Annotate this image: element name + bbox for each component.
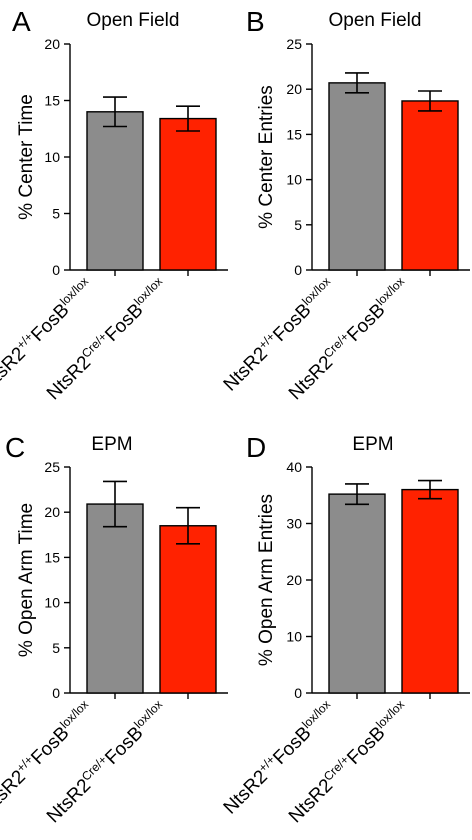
chart-title: Open Field	[87, 10, 180, 31]
y-tick-label: 5	[294, 217, 302, 233]
bar	[328, 493, 386, 694]
y-tick-label: 30	[286, 516, 302, 532]
x-tick-label-superscript: lox/lox	[299, 697, 333, 731]
panel-c: C EPM% Open Arm Time0510152025NtsR2+/+Fos…	[0, 432, 228, 827]
y-tick-label: 10	[44, 595, 60, 611]
y-axis-label: % Open Arm Time	[16, 503, 37, 657]
panel-letter: A	[12, 6, 31, 37]
panel-a: A Open Field% Center Time05101520NtsR2+/+…	[0, 6, 228, 404]
bar	[401, 488, 459, 694]
y-tick-label: 0	[294, 262, 302, 278]
panel-d: D EPM% Open Arm Entries010203040NtsR2+/+F…	[220, 432, 470, 827]
x-tick-label-superscript: lox/lox	[373, 274, 407, 308]
x-tick-label-superscript: lox/lox	[373, 697, 407, 731]
y-axis-label: % Center Entries	[256, 85, 277, 229]
y-axis-label: % Open Arm Entries	[256, 494, 277, 666]
y-tick-label: 5	[52, 640, 60, 656]
x-tick-label-superscript: lox/lox	[299, 274, 333, 308]
x-tick-label-superscript: lox/lox	[131, 274, 165, 308]
x-tick-label-part: NtsR2	[0, 343, 30, 395]
chart-title: EPM	[352, 434, 393, 455]
y-tick-label: 10	[44, 149, 60, 165]
bar	[86, 503, 144, 694]
y-tick-label: 20	[44, 504, 60, 520]
panel-letter: D	[246, 432, 266, 463]
panel-letter: C	[5, 432, 25, 463]
bar	[159, 117, 217, 271]
y-tick-label: 25	[286, 36, 302, 52]
y-tick-label: 25	[44, 459, 60, 475]
chart-title: Open Field	[329, 10, 422, 31]
y-tick-label: 15	[44, 549, 60, 565]
y-tick-label: 20	[286, 572, 302, 588]
bar	[328, 82, 386, 271]
y-tick-label: 40	[286, 459, 302, 475]
x-tick-label-superscript: lox/lox	[57, 697, 91, 731]
y-tick-label: 0	[52, 262, 60, 278]
y-tick-label: 0	[294, 685, 302, 701]
chart-title: EPM	[91, 434, 132, 455]
bar	[159, 525, 217, 694]
y-tick-label: 15	[286, 126, 302, 142]
x-tick-label-part: NtsR2	[0, 766, 30, 818]
y-tick-label: 15	[44, 93, 60, 109]
y-tick-label: 20	[286, 81, 302, 97]
panel-letter: B	[246, 6, 265, 37]
y-tick-label: 0	[52, 685, 60, 701]
y-tick-label: 5	[52, 206, 60, 222]
y-tick-label: 10	[286, 629, 302, 645]
x-tick-label-superscript: lox/lox	[57, 274, 91, 308]
y-tick-label: 10	[286, 172, 302, 188]
panel-b: B Open Field% Center Entries0510152025Nts…	[220, 6, 470, 404]
y-tick-label: 20	[44, 36, 60, 52]
bar	[86, 111, 144, 271]
x-tick-label-superscript: lox/lox	[131, 697, 165, 731]
bar	[401, 100, 459, 271]
y-axis-label: % Center Time	[16, 94, 37, 220]
